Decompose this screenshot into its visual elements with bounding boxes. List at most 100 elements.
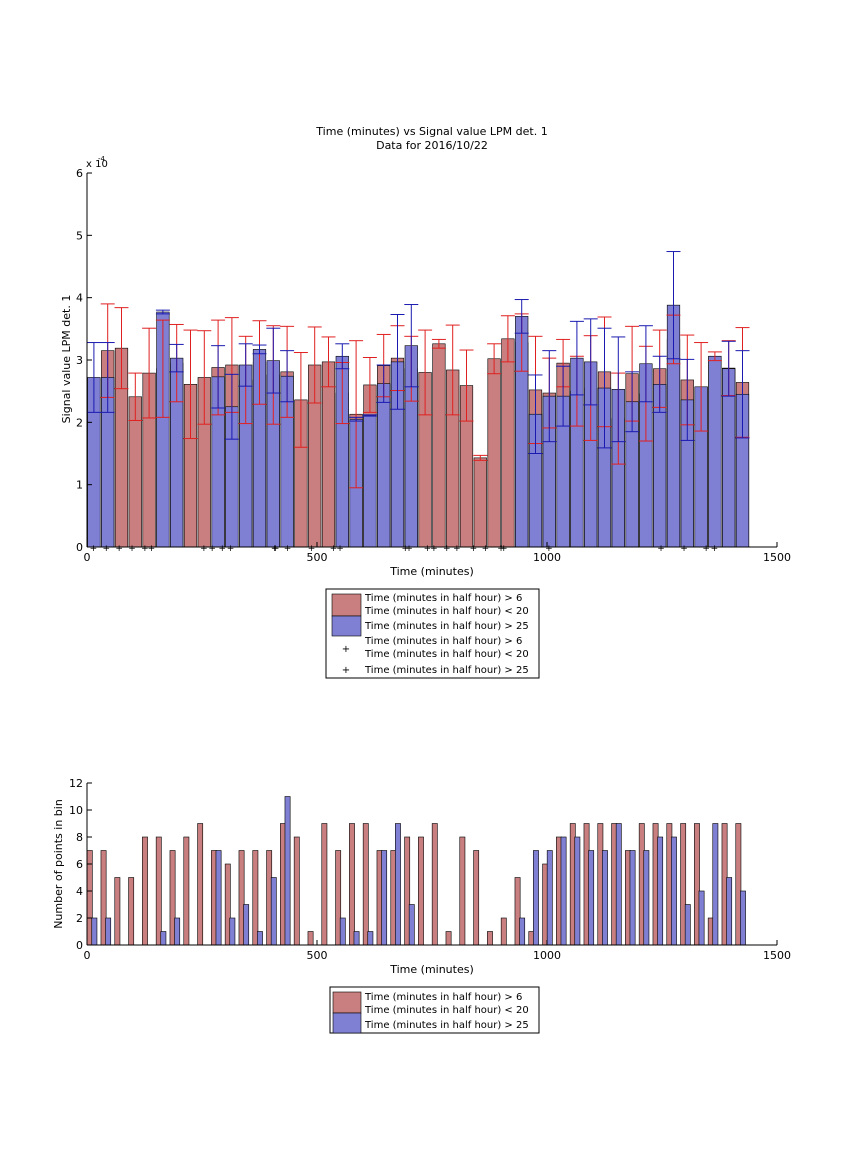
blue-count-bar: [726, 877, 733, 946]
signal-x-tick-label: 500: [307, 551, 328, 564]
blue-count-bar: [533, 850, 539, 946]
blue-count-bar: [629, 850, 636, 946]
y-axis-label: Signal value LPM det. 1: [60, 295, 73, 424]
blue-count-bar: [367, 931, 374, 946]
count-x-axis-label: Time (minutes): [389, 963, 474, 976]
x-axis-label: Time (minutes): [389, 565, 474, 578]
blue-count-bar: [574, 836, 581, 946]
red-raw-point-marker: +: [271, 544, 279, 554]
blue-count-bar: [546, 850, 553, 946]
legend-label-red-marker-line2: Time (minutes in half hour) < 20: [364, 649, 529, 660]
blue-count-bar: [174, 917, 181, 946]
red-raw-point-marker: +: [115, 544, 123, 554]
blue-count-bar: [339, 917, 346, 946]
chart-subtitle: Data for 2016/10/22: [376, 139, 488, 152]
blue-count-bar: [105, 917, 112, 946]
blue-signal-bar: [708, 355, 722, 548]
raw-point-markers: + + + + + + + ++ + + + + + ++ + + + + + + ++ + + ++ + + +: [90, 544, 719, 554]
red-raw-point-marker: +: [443, 544, 451, 554]
blue-count-bar: [560, 836, 567, 946]
count-x-tick-label: 1500: [763, 949, 791, 962]
red-count-bar: [142, 836, 148, 946]
legend-label-blue-marker: Time (minutes in half hour) > 25: [364, 665, 529, 676]
red-signal-bar: [487, 358, 501, 548]
red-count-bar: [307, 931, 314, 946]
blue-raw-point-marker: +: [405, 544, 413, 554]
red-raw-point-marker: +: [482, 544, 490, 554]
legend-label-blue-bar: Time (minutes in half hour) > 25: [364, 621, 529, 632]
blue-count-bar: [657, 836, 664, 946]
blue-raw-point-marker: +: [103, 544, 111, 554]
blue-raw-point-marker: +: [453, 544, 461, 554]
blue-raw-point-marker: +: [90, 544, 98, 554]
exponent-power: -4: [98, 155, 106, 163]
blue-raw-point-marker: +: [308, 544, 316, 554]
blue-count-bar: [353, 931, 360, 946]
blue-raw-point-marker: +: [148, 544, 156, 554]
count-x-tick-label: 0: [84, 949, 91, 962]
blue-raw-point-marker: +: [497, 544, 505, 554]
signal-y-tick-label: 3: [76, 354, 83, 367]
blue-count-bar: [408, 904, 415, 946]
red-count-bar: [473, 850, 480, 946]
signal-x-tick-label: 1000: [533, 551, 561, 564]
blue-count-bar: [519, 917, 526, 946]
count-legend-box: [329, 986, 540, 1034]
blue-count-bar: [270, 877, 277, 946]
blue-count-bar: [698, 890, 705, 946]
signal-y-tick-label: 1: [76, 479, 83, 492]
red-count-bar: [321, 823, 328, 946]
red-raw-point-marker: +: [470, 544, 478, 554]
count-y-tick-label: 0: [76, 939, 83, 952]
red-count-bar: [183, 836, 190, 946]
count-y-tick-label: 10: [69, 804, 83, 817]
count-y-tick-label: 8: [76, 831, 83, 844]
signal-x-tick-label: 1500: [763, 551, 791, 564]
count-legend-label-red-line1: Time (minutes in half hour) > 6: [364, 992, 522, 1003]
red-count-bar: [128, 877, 135, 946]
blue-raw-point-marker: +: [702, 544, 710, 554]
red-signal-bar: [321, 361, 336, 548]
blue-raw-point-marker: +: [272, 544, 280, 554]
blue-raw-point-marker: +: [227, 544, 235, 554]
count-y-tick-label: 2: [76, 912, 83, 925]
blue-count-bar: [229, 917, 236, 946]
count-x-tick-label: 500: [307, 949, 328, 962]
red-count-bar: [500, 917, 507, 946]
chart-title: Time (minutes) vs Signal value LPM det. …: [315, 125, 547, 138]
count-y-tick-label: 12: [69, 777, 83, 790]
blue-count-bar: [643, 850, 650, 946]
count-x-tick-label: 1000: [533, 949, 561, 962]
blue-signal-bar: [377, 383, 391, 548]
red-count-bar: [418, 836, 424, 946]
signal-y-tick-label: 0: [76, 541, 83, 554]
blue-raw-point-marker: +: [500, 544, 508, 554]
signal-chart-ticks: 0 500 1000 1500 0 1 2 3 4 5 6: [76, 167, 791, 564]
blue-count-bar: [257, 931, 263, 946]
red-count-bar: [252, 850, 259, 946]
blue-count-bar: [243, 904, 250, 946]
blue-count-bar: [215, 850, 222, 946]
red-count-bar: [487, 931, 493, 946]
blue-raw-point-marker: +: [402, 544, 410, 554]
red-raw-point-marker: +: [711, 544, 719, 554]
blue-count-bar: [284, 796, 291, 946]
red-signal-bar: [473, 457, 487, 548]
legend-swatch-red-bar: [331, 593, 362, 617]
red-raw-point-marker: +: [330, 544, 338, 554]
count-y-axis-label: Number of points in bin: [52, 799, 65, 929]
red-raw-point-marker: +: [284, 544, 292, 554]
exponent-label: x 10: [86, 159, 108, 170]
blue-raw-point-marker: +: [657, 544, 665, 554]
red-signal-bar: [501, 338, 515, 548]
red-count-bar: [349, 823, 355, 946]
red-raw-point-marker: +: [141, 544, 149, 554]
red-raw-point-marker: +: [200, 544, 208, 554]
blue-count-bar: [684, 904, 691, 946]
signal-y-tick-label: 5: [76, 229, 83, 242]
red-count-bar: [155, 836, 162, 946]
red-raw-point-marker: +: [336, 544, 344, 554]
blue-count-bar: [740, 890, 746, 946]
legend-label-red-bar-line1: Time (minutes in half hour) > 6: [364, 593, 522, 604]
